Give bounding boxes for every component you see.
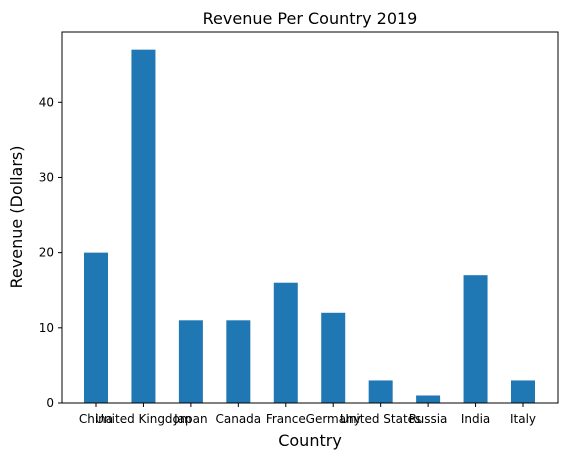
chart-title: Revenue Per Country 2019 xyxy=(203,9,418,28)
bar-russia xyxy=(416,395,441,403)
y-tick-label: 0 xyxy=(46,396,54,410)
y-tick-label: 10 xyxy=(39,321,54,335)
x-tick-label: United States xyxy=(340,412,421,426)
y-tick-label: 30 xyxy=(39,170,54,184)
bars-group xyxy=(84,49,535,404)
x-tick-label: Italy xyxy=(510,412,536,426)
y-axis: 0 10 20 30 40 xyxy=(39,95,62,410)
plot-frame xyxy=(61,31,559,404)
y-tick-label: 40 xyxy=(39,95,54,109)
x-tick-label: Germany xyxy=(306,412,361,426)
bar-france xyxy=(273,282,298,403)
x-axis-label: Country xyxy=(278,431,342,450)
bar-canada xyxy=(226,320,251,403)
bar-italy xyxy=(511,380,535,403)
x-tick-label: Russia xyxy=(409,412,448,426)
x-tick-label: France xyxy=(266,412,306,426)
y-axis-label: Revenue (Dollars) xyxy=(7,146,26,289)
bar-united-kingdom xyxy=(131,49,156,404)
x-tick-label: India xyxy=(461,412,490,426)
bar-japan xyxy=(178,320,203,403)
x-tick-label: Japan xyxy=(173,412,207,426)
bar-china xyxy=(84,252,108,403)
x-tick-label: Canada xyxy=(215,412,261,426)
x-tick-label: China xyxy=(79,412,113,426)
y-tick-label: 20 xyxy=(39,246,54,260)
bar-india xyxy=(463,275,488,403)
x-tick-label: United Kingdom xyxy=(95,412,191,426)
bar-united-states xyxy=(368,380,393,403)
bar-germany xyxy=(321,312,346,403)
